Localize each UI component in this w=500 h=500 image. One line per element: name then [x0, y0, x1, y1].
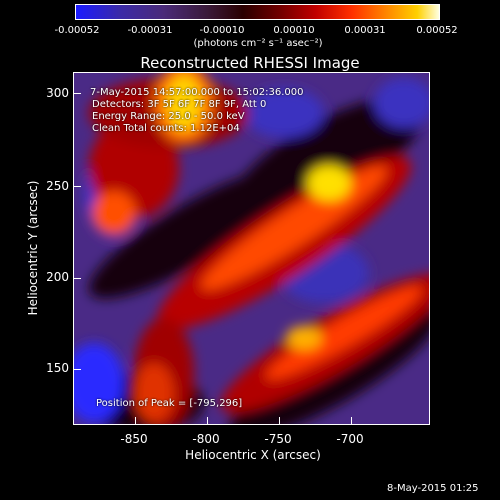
rhessi-heatmap — [74, 73, 429, 424]
plot-title: Reconstructed RHESSI Image — [140, 54, 360, 72]
x-tick-label: -750 — [264, 432, 292, 446]
emission-layers — [74, 73, 429, 424]
y-tick-label: 300 — [46, 86, 69, 100]
y-tick-label: 150 — [46, 361, 69, 375]
y-tick-mark — [74, 278, 81, 279]
colorbar-units: (photons cm⁻² s⁻¹ asec⁻²) — [193, 38, 323, 49]
x-tick-label: -850 — [120, 432, 148, 446]
x-tick-label: -800 — [192, 432, 220, 446]
rhessi-image: 7-May-2015 14:57:00.000 to 15:02:36.000 … — [73, 72, 430, 425]
y-tick-mark — [74, 369, 81, 370]
colorbar-tick: -0.00010 — [199, 25, 245, 36]
info-energy-range: Energy Range: 25.0 - 50.0 keV — [92, 111, 245, 122]
y-tick-mark — [74, 186, 81, 187]
y-tick-label: 250 — [46, 179, 69, 193]
colorbar-tick: 0.00010 — [273, 25, 315, 36]
footer-date: 8-May-2015 01:25 — [387, 483, 479, 494]
x-tick-mark — [207, 417, 208, 424]
colorbar — [75, 4, 440, 20]
x-tick-mark — [135, 417, 136, 424]
info-counts: Clean Total counts: 1.12E+04 — [92, 123, 240, 134]
y-tick-label: 200 — [46, 270, 69, 284]
x-tick-mark — [279, 417, 280, 424]
colorbar-tick: -0.00031 — [127, 25, 173, 36]
y-tick-mark — [74, 93, 81, 94]
x-tick-label: -700 — [336, 432, 364, 446]
colorbar-tick: 0.00031 — [344, 25, 386, 36]
info-time-range: 7-May-2015 14:57:00.000 to 15:02:36.000 — [90, 87, 304, 98]
info-detectors: Detectors: 3F 5F 6F 7F 8F 9F, Att 0 — [92, 99, 267, 110]
x-axis-label: Heliocentric X (arcsec) — [185, 448, 321, 462]
colorbar-tick: 0.00052 — [416, 25, 458, 36]
y-axis-label: Heliocentric Y (arcsec) — [26, 180, 40, 316]
colorbar-tick: -0.00052 — [54, 25, 100, 36]
peak-position: Position of Peak = [-795,296] — [96, 398, 243, 409]
x-tick-mark — [351, 417, 352, 424]
